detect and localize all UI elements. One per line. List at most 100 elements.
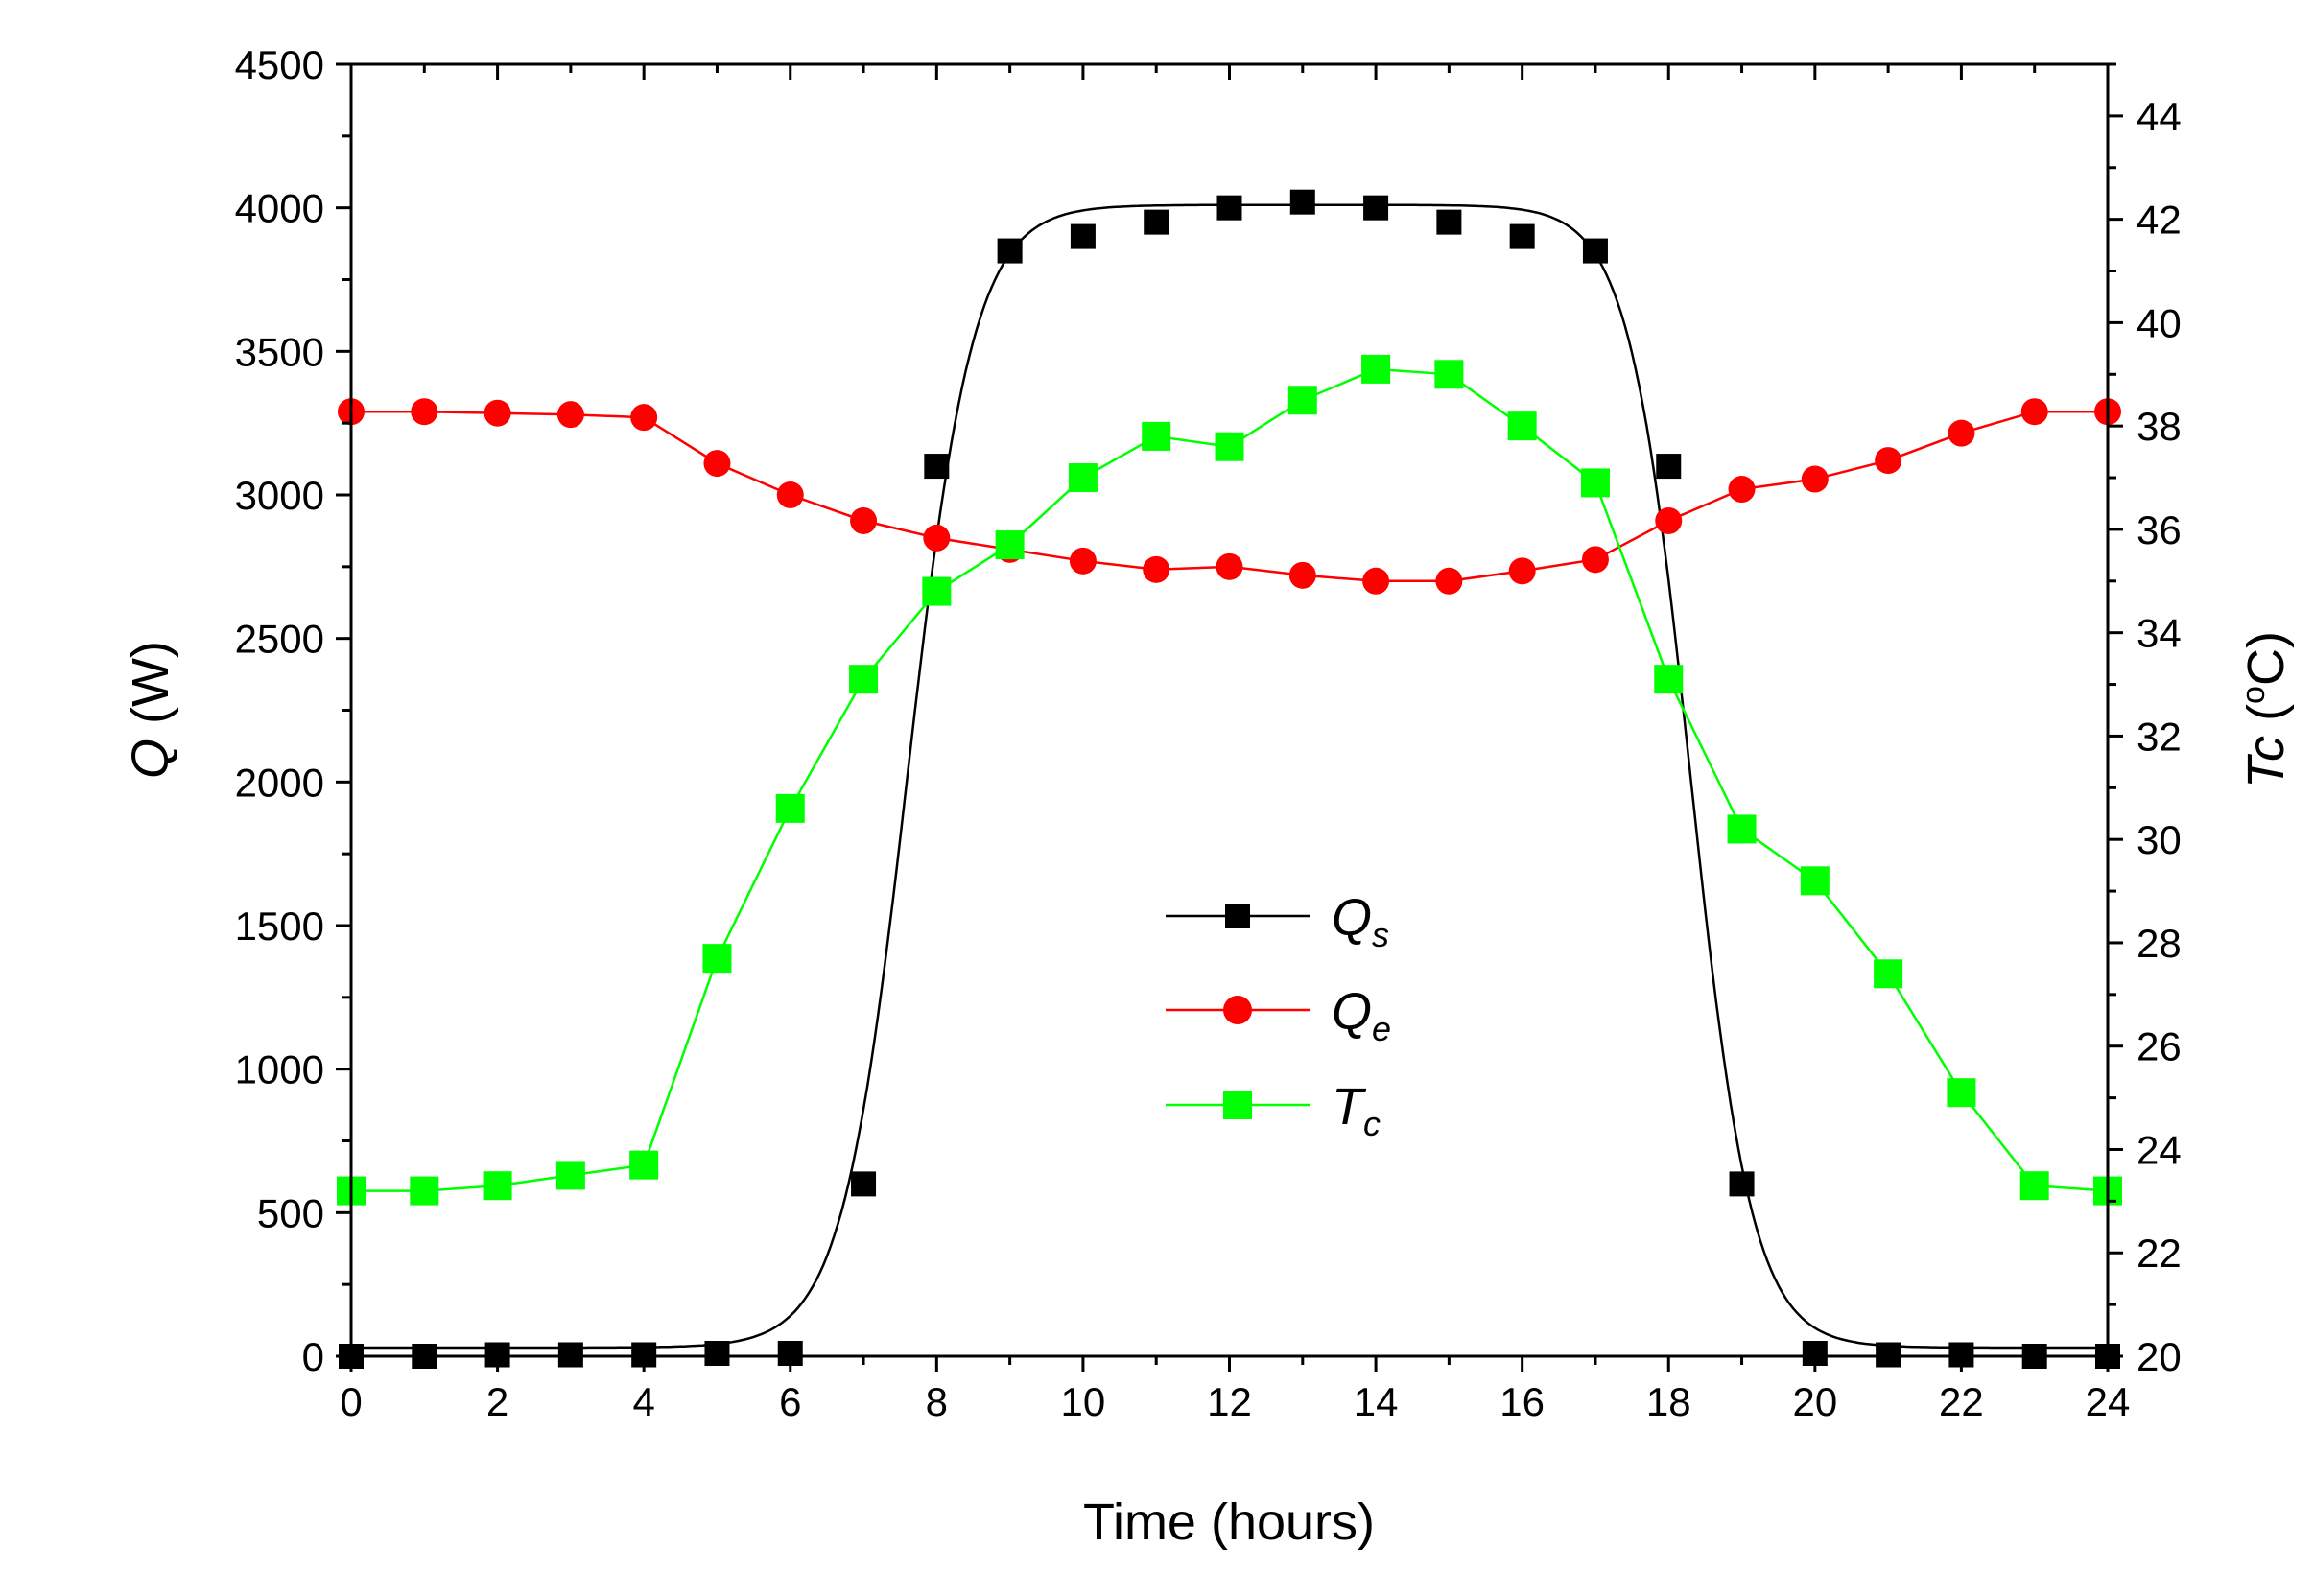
y-axis-right-title: Tc (oC) (2235, 631, 2295, 788)
data-point-tc (1654, 665, 1684, 694)
data-point-tc (1580, 468, 1610, 498)
y-right-tick-label: 42 (2137, 198, 2182, 243)
data-point-qs (1363, 195, 1389, 221)
y-right-tick-label: 22 (2137, 1231, 2182, 1276)
data-point-qs (1289, 189, 1315, 215)
data-point-tc (629, 1150, 659, 1180)
y-right-tick-label: 24 (2137, 1127, 2182, 1172)
y-left-tick-label: 4500 (235, 42, 324, 87)
y-right-tick-label: 26 (2137, 1024, 2182, 1069)
data-point-tc (1287, 386, 1317, 415)
data-point-tc (922, 576, 952, 606)
x-tick-label: 12 (1207, 1379, 1252, 1424)
data-point-qs (997, 238, 1023, 264)
y-left-tick-label: 3000 (235, 473, 324, 518)
y-axis-left-title: Q (W) (122, 641, 179, 779)
y-right-tick-label: 40 (2137, 300, 2182, 345)
data-point-qe (1435, 567, 1463, 595)
data-point-qs (924, 454, 950, 480)
legend-marker-qe (1223, 996, 1252, 1024)
data-point-qs (851, 1171, 877, 1197)
data-point-qe (1362, 567, 1390, 595)
y-left-tick-label: 2000 (235, 760, 324, 805)
legend-marker-qs (1225, 904, 1250, 928)
data-point-qe (1143, 555, 1170, 583)
x-tick-label: 22 (1939, 1379, 1984, 1424)
data-point-qs (1436, 209, 1462, 235)
data-point-tc (1215, 432, 1244, 461)
x-tick-label: 10 (1061, 1379, 1106, 1424)
legend-item-qs: Qs (1166, 889, 1389, 954)
data-point-tc (555, 1161, 585, 1190)
data-point-qe (1508, 557, 1536, 585)
data-point-qe (630, 404, 658, 432)
data-point-qe (1655, 506, 1683, 534)
data-point-qe (411, 398, 438, 426)
data-point-tc (2019, 1171, 2049, 1201)
data-point-qs (1509, 223, 1535, 249)
data-point-qe (1801, 465, 1829, 493)
data-point-tc (995, 530, 1025, 560)
data-point-tc (483, 1171, 512, 1201)
x-axis-title: Time (hours) (1083, 1493, 1375, 1551)
x-tick-label: 20 (1792, 1379, 1837, 1424)
data-point-tc (702, 944, 732, 974)
data-point-qs (1729, 1171, 1755, 1197)
data-point-qe (776, 481, 804, 508)
x-tick-label: 4 (632, 1379, 654, 1424)
data-point-qe (1728, 476, 1756, 504)
data-point-tc (1800, 866, 1830, 896)
x-tick-label: 2 (486, 1379, 508, 1424)
legend-label-qs: Qs (1332, 889, 1389, 954)
legend-item-tc: Tc (1166, 1078, 1381, 1143)
data-point-qe (2020, 398, 2048, 426)
x-tick-label: 14 (1354, 1379, 1399, 1424)
ticks-layer: 0 2 4 6 8 10 12 14 16 18 20 22 240500100015002000250… (235, 42, 2182, 1424)
x-tick-label: 24 (2086, 1379, 2131, 1424)
x-tick-label: 8 (926, 1379, 948, 1424)
legend-item-qe: Qe (1166, 983, 1391, 1048)
legend-marker-tc (1223, 1091, 1252, 1119)
y-right-tick-label: 32 (2137, 714, 2182, 759)
y-left-tick-label: 500 (257, 1190, 324, 1235)
y-right-tick-label: 38 (2137, 404, 2182, 449)
data-point-tc (1507, 411, 1537, 441)
x-tick-label: 16 (1499, 1379, 1545, 1424)
y-right-tick-label: 36 (2137, 507, 2182, 552)
data-point-qe (1216, 552, 1243, 580)
data-point-qe (1948, 419, 1975, 447)
y-right-tick-label: 20 (2137, 1334, 2182, 1379)
legend: Qs Qe Tc (1166, 889, 1391, 1143)
x-tick-label: 18 (1646, 1379, 1691, 1424)
y-right-tick-label: 34 (2137, 611, 2182, 656)
y-left-tick-label: 4000 (235, 186, 324, 231)
y-right-tick-label: 44 (2137, 94, 2182, 139)
y-right-tick-label: 28 (2137, 921, 2182, 966)
data-point-qs (1656, 454, 1682, 480)
data-point-tc (1874, 959, 1903, 989)
data-point-tc (849, 665, 879, 694)
data-point-qe (484, 399, 511, 427)
data-point-qs (1070, 223, 1096, 249)
data-point-tc (1361, 354, 1391, 384)
y-left-tick-label: 0 (302, 1334, 324, 1379)
y-right-tick-label: 30 (2137, 817, 2182, 862)
data-point-qe (1875, 447, 1902, 475)
data-point-tc (1142, 421, 1171, 451)
data-point-tc (1727, 814, 1757, 844)
legend-label-tc: Tc (1332, 1078, 1381, 1143)
y-left-tick-label: 1000 (235, 1047, 324, 1092)
x-tick-label: 0 (340, 1379, 362, 1424)
data-point-tc (1068, 463, 1098, 493)
data-point-qe (1069, 547, 1097, 575)
data-point-qe (850, 506, 878, 534)
legend-label-qe: Qe (1332, 983, 1391, 1048)
y-left-tick-label: 1500 (235, 904, 324, 949)
data-point-qe (1581, 546, 1609, 574)
data-point-tc (1434, 360, 1464, 389)
data-point-tc (1947, 1078, 1976, 1108)
data-point-qe (703, 450, 731, 478)
data-point-qs (1144, 209, 1169, 235)
